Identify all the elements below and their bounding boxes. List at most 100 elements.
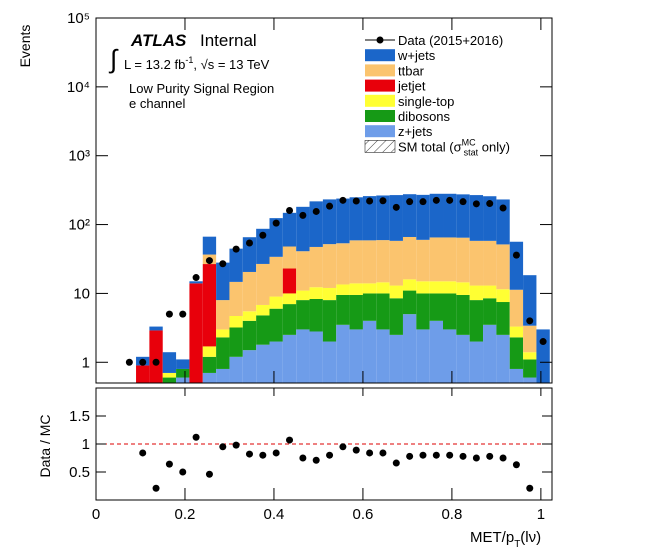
histogram-bar (456, 282, 470, 295)
histogram-bar (216, 300, 230, 330)
data-point (392, 203, 400, 211)
ratio-point (232, 441, 240, 449)
histogram-bar (189, 281, 203, 284)
experiment-label: ATLAS (130, 31, 187, 50)
histogram-bar (389, 240, 403, 286)
histogram-bar (269, 341, 283, 383)
histogram-bar (429, 193, 444, 238)
legend-swatch (365, 125, 395, 138)
histogram-bar (456, 294, 470, 335)
legend-label-part: SM total (σ (398, 139, 462, 154)
histogram-bar (202, 356, 217, 373)
histogram-bar (216, 337, 230, 369)
histogram-bar (496, 244, 510, 290)
data-point (125, 358, 133, 366)
legend-swatch (365, 110, 395, 122)
histogram-bar (496, 199, 510, 245)
histogram-bar (416, 293, 430, 330)
legend-label: w+jets (397, 48, 436, 63)
histogram-bar (282, 212, 297, 247)
histogram-bar (443, 193, 457, 238)
main-frame (95, 17, 553, 384)
lumi-part: , √s = 13 TeV (193, 57, 269, 72)
legend-label: dibosons (398, 109, 451, 124)
x-label-part: T (514, 539, 520, 550)
histogram-bar (296, 300, 310, 330)
ratio-point (245, 450, 253, 458)
histogram-bar (282, 334, 297, 383)
histogram-bar (443, 237, 457, 282)
data-point (272, 219, 280, 227)
histogram-bar (469, 285, 484, 301)
data-point (472, 200, 480, 208)
histogram-bar (322, 199, 337, 245)
histogram-bar (149, 326, 163, 331)
y-tick-label: 10 (73, 285, 90, 302)
data-point (539, 338, 547, 346)
histogram-bar (256, 315, 270, 345)
ratio-point (339, 443, 347, 451)
histogram-bar (296, 329, 310, 383)
histogram-bar (296, 251, 310, 291)
data-point (512, 251, 520, 259)
histogram-bar (296, 206, 310, 252)
data-point (179, 310, 187, 318)
histogram-bar (216, 262, 230, 301)
histogram-bar (242, 237, 257, 272)
legend-label: z+jets (398, 124, 433, 139)
histogram-bar (389, 195, 403, 241)
histogram-bar (269, 218, 283, 257)
ratio-plot (96, 433, 552, 492)
histogram-bar (496, 334, 510, 383)
histogram-bar (202, 264, 217, 347)
histogram-bar (349, 240, 363, 284)
lumi-part: -1 (185, 55, 193, 65)
data-point (419, 198, 427, 206)
data-point (286, 207, 294, 215)
ratio-point (312, 456, 320, 464)
data-point (432, 196, 440, 204)
legend-label: Data (2015+2016) (398, 33, 503, 48)
histogram-bar (376, 293, 390, 330)
histogram-bar (309, 298, 323, 332)
histogram-bar (429, 320, 444, 383)
y-tick-label: 1 (82, 436, 90, 453)
histogram-bar (523, 275, 537, 326)
histogram-bar (336, 284, 350, 295)
histogram-bar (362, 240, 377, 284)
ratio-point (272, 449, 280, 457)
histogram-bar (229, 356, 243, 383)
histogram-bar (202, 346, 217, 357)
histogram-bar (376, 240, 390, 283)
histogram-bar (469, 341, 484, 383)
region-label: Low Purity Signal Region (129, 81, 274, 96)
histogram-bar (483, 324, 497, 383)
ratio-point (526, 484, 534, 492)
data-point (192, 274, 200, 282)
data-point (245, 239, 253, 247)
ratio-point (139, 449, 147, 457)
histogram-bar (256, 304, 270, 316)
legend-label: single-top (398, 94, 454, 109)
histogram-bar (429, 293, 444, 321)
histogram-bar (242, 311, 257, 321)
histogram-bar (176, 377, 190, 383)
histogram-bar (349, 197, 363, 241)
legend-data-marker (376, 36, 384, 44)
legend-swatch (365, 49, 395, 62)
histogram-bar (362, 293, 377, 321)
legend-swatch (365, 94, 395, 107)
ratio-point (179, 468, 187, 476)
legend-swatch (365, 64, 395, 77)
y-tick-label: 10² (68, 217, 90, 234)
histogram-bar (336, 243, 350, 285)
histogram-bar (322, 341, 337, 383)
data-point (259, 231, 267, 239)
histogram-bar (362, 283, 377, 294)
histogram-bar (376, 282, 390, 294)
histogram-bar (349, 294, 363, 330)
histogram-bar (162, 377, 177, 383)
histogram-bar (483, 196, 497, 241)
data-point (152, 358, 160, 366)
histogram-bar (402, 194, 417, 237)
